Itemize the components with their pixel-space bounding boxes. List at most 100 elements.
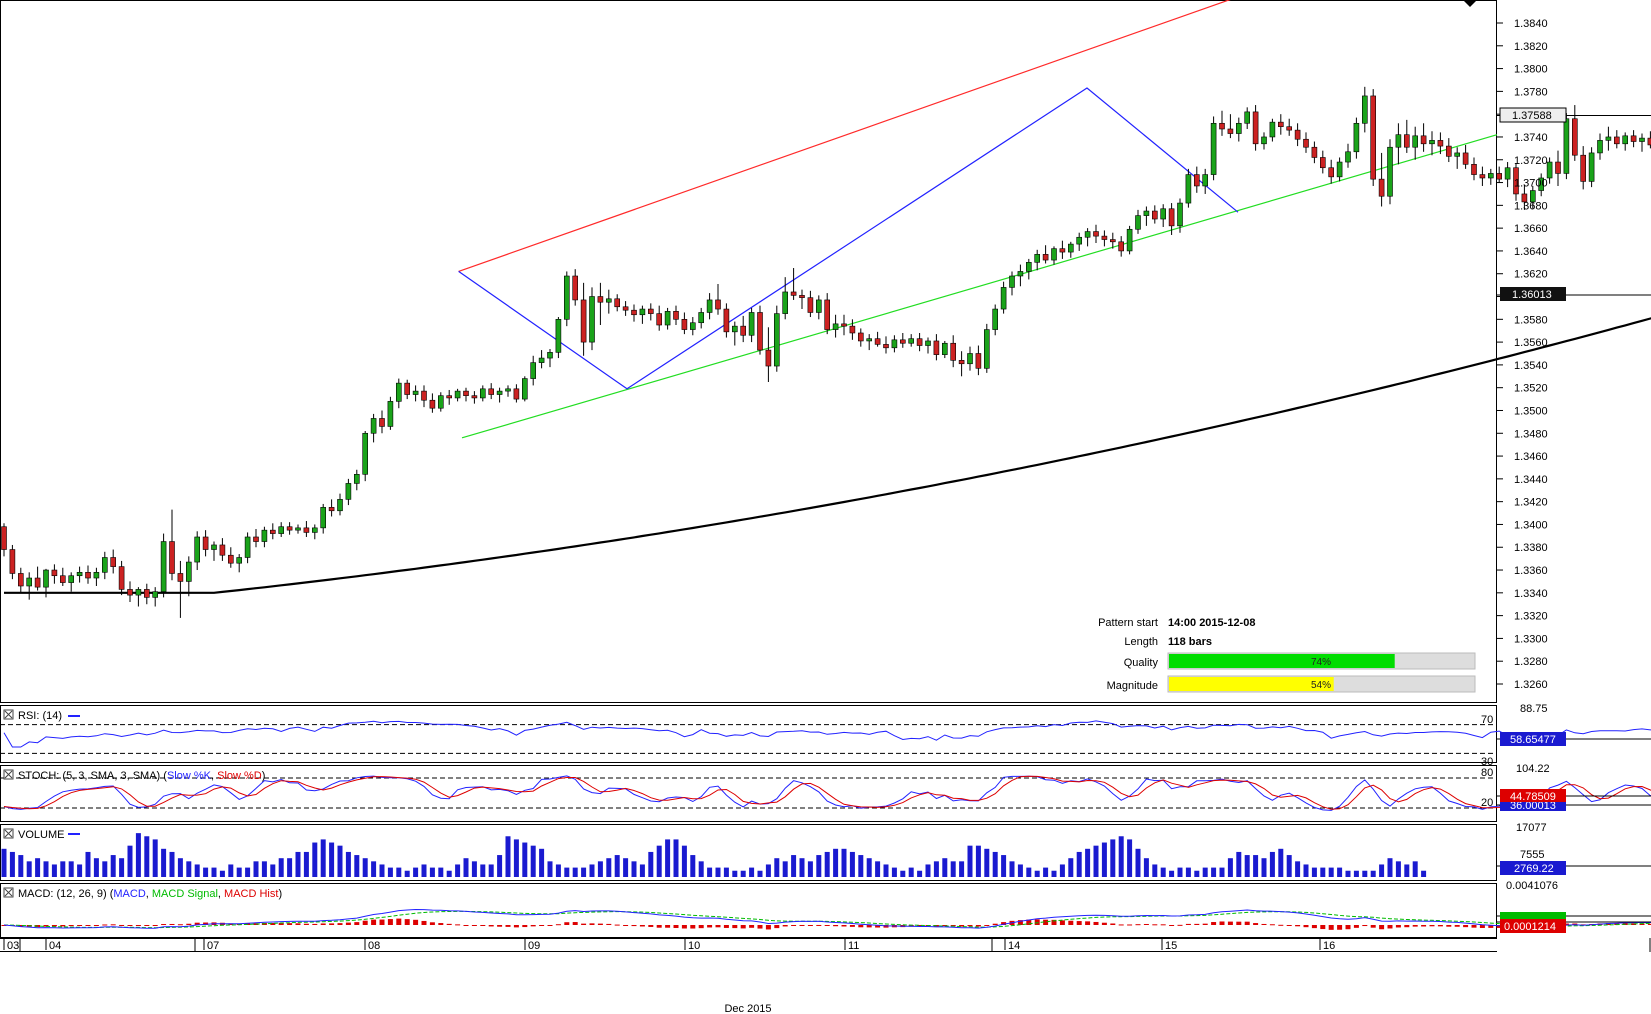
rsi-value-tag [1500,732,1566,746]
volume-bar [1295,861,1301,877]
candle [1404,119,1410,153]
volume-bar [312,842,318,877]
candle [925,337,931,354]
current-price-label: 1.37588 [1512,110,1552,122]
volume-bar [1076,851,1082,877]
candle-body [1336,161,1343,178]
y-tick-label: 1.3700 [1514,178,1548,190]
time-axis: 03 04 07 08 09 10 11 14 15 16 [0,938,1651,952]
macd-hist-bar [404,919,410,925]
candle [1496,166,1502,183]
macd-hist-bar [740,925,746,929]
macd-hist-bar [639,925,645,927]
candle-body [891,339,898,349]
candle-body [446,395,453,399]
magnitude-value: 54% [1311,680,1331,691]
volume-bar [765,864,771,877]
candle-body [1202,174,1208,187]
candle [102,551,108,580]
volume-bar [354,855,360,877]
candle-body [799,295,805,298]
candle [362,430,369,482]
volume-bar [1169,870,1175,877]
rsi-line [3,720,1651,748]
y-tick-label: 1.3360 [1514,565,1548,577]
close-icon [4,829,13,838]
volume-bar [1387,858,1393,877]
volume-bar [203,867,209,877]
macd-hist-bar [1278,924,1284,926]
candle [1219,110,1225,136]
y-tick-label: 1.3560 [1514,337,1548,349]
candle [1328,159,1334,184]
macd-hist-bar [1043,919,1049,925]
volume-bar [35,858,41,877]
volume-bar [690,855,696,877]
volume-bar [681,845,687,877]
candle [1143,206,1150,226]
candle-body [269,529,276,534]
candle [278,522,285,537]
volume-bar [782,861,788,877]
candle [68,572,74,592]
macd-hist-bar [161,924,167,926]
candle-body [698,312,705,324]
macd-hist-bar [497,925,503,927]
volume-bar [1404,864,1410,877]
macd-hist-bar [849,925,855,927]
volume-bar [1068,858,1074,877]
volume-bar [942,858,948,877]
macd-hist-bar [505,925,511,927]
volume-bar [144,836,150,877]
macd-hist-bar [1353,925,1359,928]
candle-body [681,319,688,330]
candle [605,289,612,314]
scroll-marker-icon[interactable] [1463,0,1477,7]
stoch-title: STOCH: (5, 3, SMA, 3, SMA) (Slow %K, Slo… [18,770,265,782]
volume-bar [161,848,167,877]
macd-hist-bar [665,925,671,928]
candle-body [908,338,915,344]
y-tick-label: 1.3540 [1514,360,1548,372]
volume-bar [1261,858,1267,877]
volume-value-tag [1500,861,1566,875]
candle [345,478,352,506]
volume-bar [908,867,914,877]
candle-body [471,395,478,399]
candle-body [404,382,411,395]
macd-hist-bar [1169,925,1175,926]
candle-body [395,382,402,402]
candle [1101,230,1108,247]
candle [563,271,570,327]
stoch-slow-d-label: Slow %D [217,770,262,782]
macd-hist-bar [1135,924,1141,926]
macd-hist-bar [186,923,192,925]
volume-bar [833,848,839,877]
candle-body [1563,118,1570,174]
candle-body [1252,111,1259,145]
candle-body [1437,140,1444,147]
volume-bar [841,848,847,877]
macd-hist-bar [1051,919,1057,925]
candle [479,385,486,402]
volume-bar [917,870,923,877]
volume-bar [555,864,561,877]
macd-hist-bar [1395,925,1401,928]
y-tick-label: 1.3820 [1514,41,1548,53]
volume-bar [1,848,7,877]
candle [832,314,839,338]
volume-bar [623,858,629,877]
macd-hist-bar [799,924,805,926]
volume-bar [665,839,671,877]
candle [1110,232,1116,249]
volume-bar [807,861,813,877]
volume-bar [1211,867,1217,877]
macd-signal-value-tag [1500,912,1566,920]
macd-hist-bar [1269,924,1275,926]
candle [1026,258,1032,280]
candle-body [773,313,780,367]
volume-title: VOLUME [18,829,64,841]
candle [76,566,83,583]
volume-bar [270,864,276,877]
macd-hist-bar [1034,919,1040,925]
